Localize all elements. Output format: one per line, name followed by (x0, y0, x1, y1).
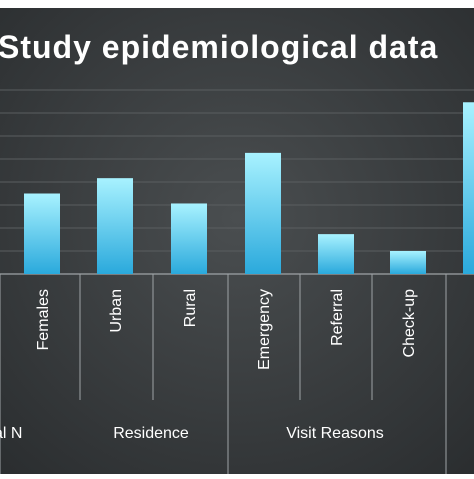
bar-emergency (245, 152, 281, 274)
chart-background (0, 8, 474, 474)
group-label: Residence (113, 425, 189, 442)
bar-check-up (390, 251, 426, 274)
bar-urban (97, 178, 133, 274)
group-label: tal N (0, 425, 22, 442)
tick-label-females: Females (35, 289, 52, 350)
bar-partial-right (463, 102, 474, 275)
bar-referral (318, 234, 354, 274)
tick-label-emergency: Emergency (256, 289, 273, 370)
group-label: Visit Reasons (286, 425, 384, 442)
tick-label-referral: Referral (329, 289, 346, 346)
chart-title: Study epidemiological data (0, 29, 438, 65)
tick-label-check-up: Check-up (401, 289, 418, 358)
tick-label-rural: Rural (182, 289, 199, 327)
bar-rural (171, 203, 207, 274)
bar-females (24, 193, 60, 274)
tick-label-urban: Urban (108, 289, 125, 333)
